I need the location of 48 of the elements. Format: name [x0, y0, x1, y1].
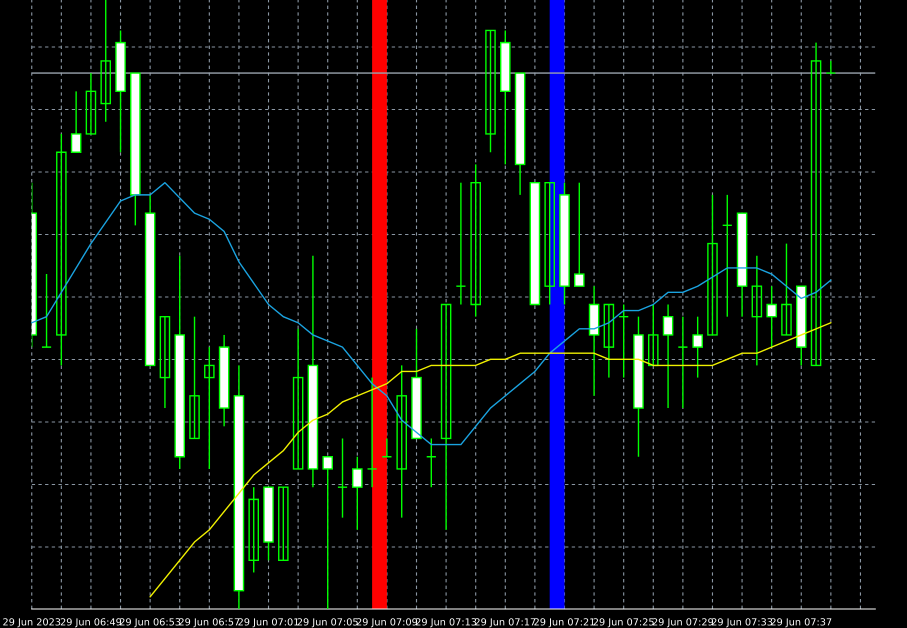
candlestick: [707, 194, 718, 336]
candlestick: [618, 304, 629, 378]
candlestick: [692, 316, 703, 378]
candlestick: [189, 316, 200, 440]
candlestick: [248, 486, 260, 574]
candlestick: [810, 42, 822, 366]
candlestick: [544, 182, 555, 306]
candlestick: [781, 242, 792, 336]
candlestick: [648, 304, 659, 366]
x-tick-label: 29 Jun 06:57: [179, 618, 240, 628]
candlestick: [337, 438, 348, 518]
x-tick-label: 29 Jun 07:13: [416, 618, 476, 628]
x-tick-label: 29 Jun 06:53: [120, 618, 180, 628]
candlestick: [160, 316, 170, 409]
candlestick: [826, 60, 836, 74]
candlestick: [100, 0, 112, 122]
candlestick: [485, 30, 496, 153]
candlestick: [722, 194, 733, 318]
candlestick: [382, 438, 392, 458]
candlestick: [456, 182, 466, 306]
x-tick-label: 29 Jun 07:09: [356, 618, 418, 628]
candlestick: [426, 438, 437, 488]
x-tick-label: 29 Jun 2023: [3, 618, 60, 628]
candlestick: [766, 286, 777, 348]
candlestick: [574, 182, 585, 287]
candlestick: [604, 304, 614, 378]
x-tick-label: 29 Jun 07:29: [652, 618, 714, 628]
candlestick: [41, 273, 52, 348]
x-tick-label: 29 Jun 06:49: [60, 618, 122, 628]
x-tick-label: 29 Jun 07:37: [771, 618, 832, 628]
x-tick-label: 29 Jun 07:17: [475, 618, 536, 628]
candlestick: [352, 456, 363, 531]
candlestick: [752, 255, 762, 366]
candlestick: [86, 72, 96, 135]
candlestick: [292, 328, 304, 470]
candlestick: [396, 364, 407, 518]
candlestick: [662, 304, 674, 409]
candlestick: [70, 90, 82, 153]
candlestick: [678, 316, 688, 409]
candlestick: [470, 164, 481, 318]
candlestick: [204, 346, 215, 470]
candlestick: [278, 486, 289, 561]
x-tick-label: 29 Jun 07:21: [534, 618, 594, 628]
x-tick-label: 29 Jun 07:01: [238, 618, 299, 628]
x-tick-label: 29 Jun 07:33: [712, 618, 772, 628]
x-tick-label: 29 Jun 07:25: [594, 618, 654, 628]
candlestick: [366, 376, 378, 488]
x-tick-label: 29 Jun 07:05: [298, 618, 358, 628]
